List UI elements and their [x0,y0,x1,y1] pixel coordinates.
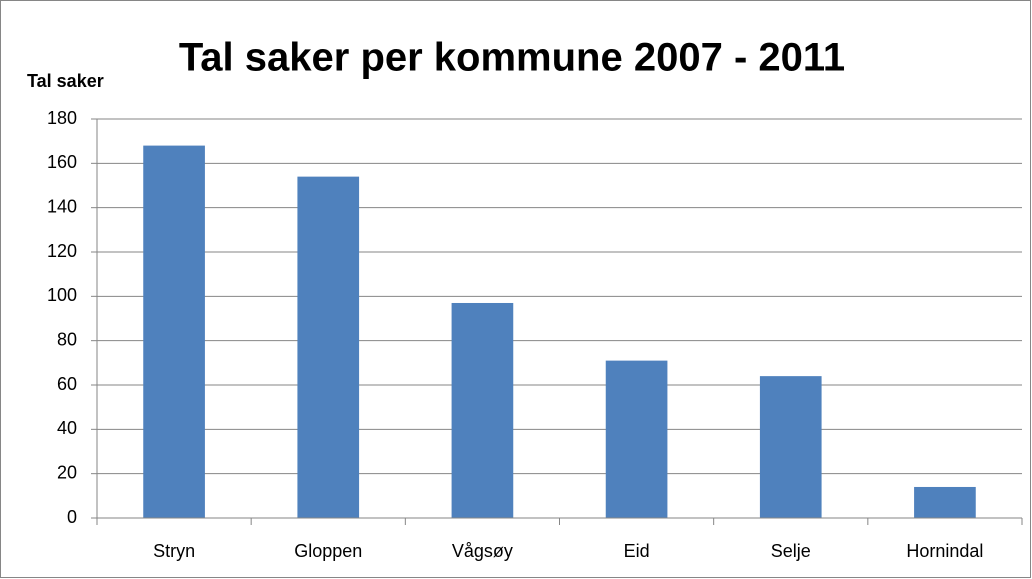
x-tick-label: Eid [624,541,650,561]
bar [914,486,976,518]
x-tick-label: Stryn [153,541,195,561]
bar [605,360,668,518]
y-tick-label: 80 [57,329,77,349]
bar [451,302,514,518]
bar [759,376,822,518]
x-tick-label: Hornindal [906,541,983,561]
x-tick-label: Vågsøy [452,541,513,561]
y-tick-label: 60 [57,374,77,394]
y-tick-label: 120 [47,241,77,261]
x-tick-label: Selje [771,541,811,561]
y-tick-label: 180 [47,108,77,128]
y-tick-label: 160 [47,152,77,172]
y-axis-label: Tal saker [27,71,104,91]
y-tick-label: 20 [57,462,77,482]
y-tick-label: 40 [57,418,77,438]
y-tick-label: 140 [47,196,77,216]
chart-title: Tal saker per kommune 2007 - 2011 [179,36,845,80]
y-tick-label: 0 [67,507,77,527]
bar [297,176,360,518]
bar [143,145,205,518]
x-tick-label: Gloppen [294,541,362,561]
y-tick-label: 100 [47,285,77,305]
